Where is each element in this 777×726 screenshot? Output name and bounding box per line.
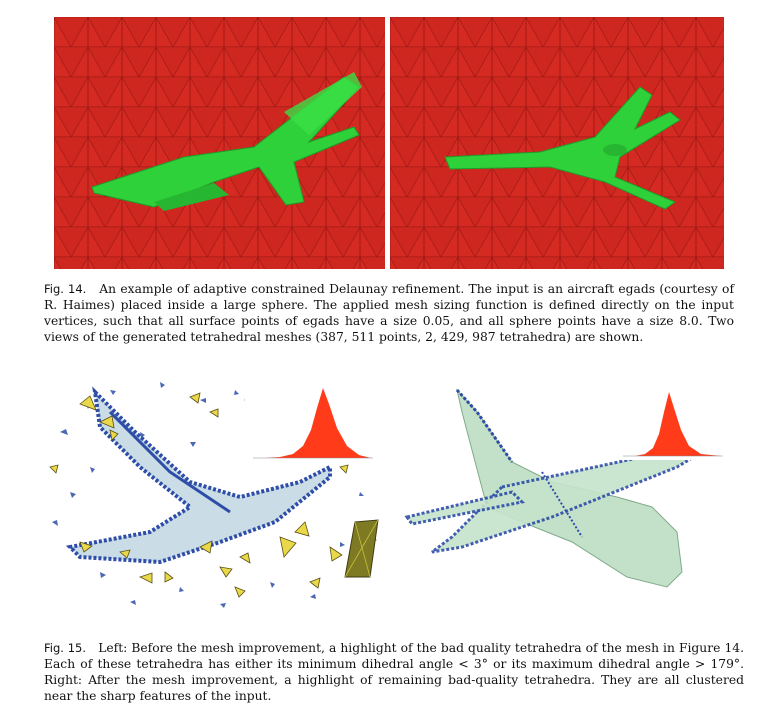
aircraft-tetra-cluster [65,386,332,565]
bad-tets-render-after [402,372,742,604]
bad-tets-render-before [40,372,388,616]
figure-14-right-mesh-view [390,17,724,269]
figure-15-label: Fig. 15. [44,641,87,655]
figure-15-left-before-improvement [40,372,388,616]
figure-15-right-after-improvement [402,372,742,604]
dihedral-angle-histogram-inset [617,380,727,460]
aircraft-model-translucent [404,388,703,588]
mesh-render-left [54,17,385,269]
figure-14-caption-text: An example of adaptive constrained Delau… [44,282,735,344]
figure-14-left-mesh-view [54,17,385,269]
aircraft-model [91,72,362,211]
aircraft-model [444,86,681,210]
figure-15-caption-text: Left: Before the mesh improvement, a hig… [44,641,744,703]
figure-15-caption: Fig. 15. Left: Before the mesh improveme… [44,640,744,704]
bad-quality-tetrahedra [49,392,377,598]
dihedral-angle-histogram-inset [245,380,375,462]
figure-14-label: Fig. 14. [44,282,87,296]
figure-14-caption: Fig. 14. An example of adaptive constrai… [44,281,734,345]
mesh-render-right [390,17,724,269]
